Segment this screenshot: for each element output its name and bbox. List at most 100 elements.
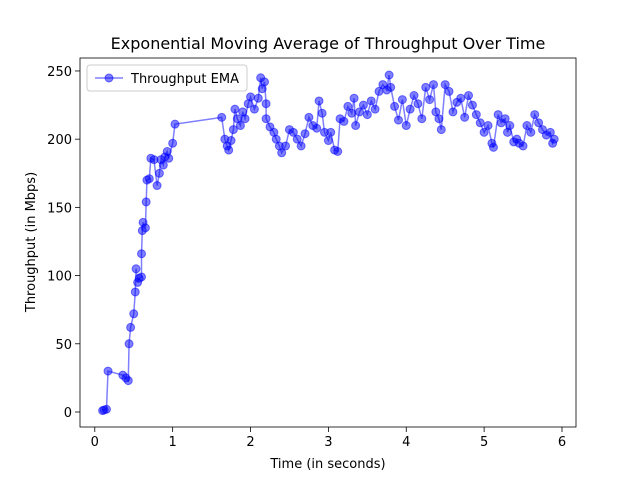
- data-point: [304, 112, 314, 122]
- data-point: [401, 121, 411, 131]
- data-point: [421, 82, 431, 92]
- data-point: [460, 112, 470, 122]
- data-point: [351, 121, 361, 131]
- data-point: [281, 141, 291, 151]
- data-point: [123, 376, 133, 386]
- data-point: [312, 123, 322, 133]
- data-point: [158, 160, 168, 170]
- data-point: [103, 366, 113, 376]
- data-point: [429, 80, 439, 90]
- data-point: [386, 82, 396, 92]
- data-point: [137, 249, 147, 259]
- data-point: [129, 309, 139, 319]
- data-point: [526, 127, 536, 137]
- data-point: [534, 118, 544, 128]
- data-point: [126, 322, 136, 332]
- x-tick-label: 6: [558, 435, 566, 450]
- data-point: [144, 174, 154, 184]
- data-point: [471, 110, 481, 120]
- data-point: [413, 99, 423, 109]
- data-point: [230, 104, 240, 114]
- data-point: [261, 114, 271, 124]
- data-point: [355, 107, 365, 117]
- chart-title: Exponential Moving Average of Throughput…: [111, 34, 546, 53]
- data-point: [409, 91, 419, 101]
- data-point: [456, 93, 466, 103]
- data-point: [488, 142, 498, 152]
- data-point: [505, 121, 515, 131]
- data-point: [518, 141, 528, 151]
- data-point: [226, 136, 236, 146]
- data-point: [326, 127, 336, 137]
- data-point: [366, 96, 376, 106]
- data-point: [164, 153, 174, 163]
- x-tick-label: 3: [324, 435, 332, 450]
- x-axis-label: Time (in seconds): [269, 457, 385, 472]
- data-point: [224, 145, 234, 155]
- y-tick-label: 200: [47, 133, 72, 148]
- data-point: [152, 181, 162, 191]
- x-tick-label: 0: [91, 435, 99, 450]
- legend-marker: [104, 73, 114, 83]
- data-point: [261, 99, 271, 109]
- data-point: [249, 104, 259, 114]
- data-point: [390, 101, 400, 111]
- data-point: [131, 264, 141, 274]
- data-point: [384, 70, 394, 80]
- data-point: [493, 110, 503, 120]
- data-point: [483, 121, 493, 131]
- x-tick-label: 1: [169, 435, 177, 450]
- legend-box: [86, 64, 248, 92]
- data-point: [370, 104, 380, 114]
- y-axis-label: Throughput (in Mbps): [24, 172, 39, 313]
- data-point: [124, 339, 134, 349]
- data-point: [235, 121, 245, 131]
- plot-frame: [79, 57, 577, 428]
- y-tick-label: 100: [47, 270, 72, 285]
- data-point: [228, 125, 238, 135]
- data-point: [170, 119, 180, 129]
- data-point: [141, 197, 151, 207]
- data-point: [434, 114, 444, 124]
- data-point: [479, 127, 489, 137]
- x-tick-label: 2: [246, 435, 254, 450]
- y-tick-label: 50: [55, 338, 72, 353]
- data-point: [323, 136, 333, 146]
- data-point: [425, 95, 435, 105]
- y-tick-label: 150: [47, 201, 72, 216]
- data-point: [448, 107, 458, 117]
- data-point: [545, 127, 555, 137]
- data-point: [464, 91, 474, 101]
- data-point: [101, 404, 111, 414]
- data-point: [397, 95, 407, 105]
- data-point: [154, 168, 164, 178]
- data-point: [347, 108, 357, 118]
- data-point: [467, 100, 477, 110]
- data-point: [393, 115, 403, 125]
- data-point: [444, 86, 454, 96]
- data-point: [349, 93, 359, 103]
- data-point: [417, 114, 427, 124]
- data-point: [314, 96, 324, 106]
- data-point: [260, 77, 270, 87]
- data-point: [436, 125, 446, 135]
- legend: Throughput EMA: [86, 64, 248, 92]
- data-point: [358, 100, 368, 110]
- y-tick-label: 0: [64, 406, 72, 421]
- data-point: [339, 116, 349, 126]
- data-point: [296, 141, 306, 151]
- data-point: [549, 134, 559, 144]
- legend-label: Throughput EMA: [130, 72, 239, 87]
- data-point: [522, 121, 532, 131]
- data-point: [530, 110, 540, 120]
- data-point: [137, 272, 147, 282]
- data-point: [475, 118, 485, 128]
- y-tick-label: 250: [47, 65, 72, 80]
- data-point: [343, 101, 353, 111]
- data-point: [440, 80, 450, 90]
- x-tick-label: 4: [402, 435, 410, 450]
- data-point: [246, 92, 256, 102]
- data-point: [500, 114, 510, 124]
